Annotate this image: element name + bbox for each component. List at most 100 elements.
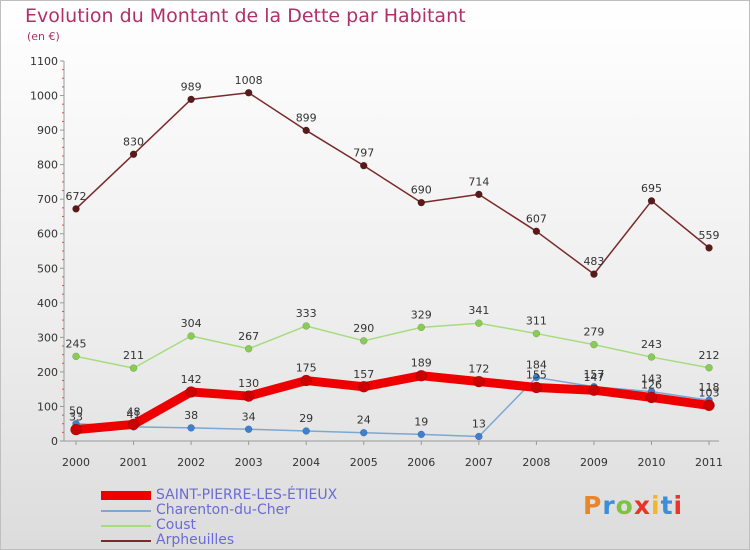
x-tick-label: 2001 <box>120 456 148 469</box>
data-label: 607 <box>526 212 547 225</box>
y-tick-label: 500 <box>37 262 58 275</box>
x-tick-label: 2008 <box>522 456 550 469</box>
data-point <box>532 373 541 382</box>
data-label: 155 <box>526 368 547 381</box>
legend-label-coust: Coust <box>156 517 196 533</box>
data-label: 211 <box>123 349 144 362</box>
data-point <box>185 386 197 398</box>
data-point <box>417 323 426 332</box>
data-label: 50 <box>69 405 83 418</box>
legend-swatch-arpheuilles <box>101 540 151 542</box>
data-label: 175 <box>296 362 317 375</box>
legend-swatch-saint-pierre <box>101 491 151 500</box>
data-point <box>72 352 80 361</box>
data-point <box>360 161 368 170</box>
axes: 0 100 200 300 400 500 600 700 800 900 1000 1100 2000… <box>30 55 723 469</box>
data-label: 34 <box>242 410 256 423</box>
legend-item-charenton: Charenton-du-Cher <box>101 503 421 518</box>
series-layer <box>70 89 715 441</box>
data-point <box>360 337 368 345</box>
data-point <box>417 430 426 439</box>
data-point <box>187 332 195 340</box>
data-point <box>187 424 195 432</box>
logo-letter: i <box>673 491 684 520</box>
y-tick-label: 800 <box>37 159 58 172</box>
data-label: 142 <box>181 373 202 386</box>
data-label: 695 <box>641 182 662 195</box>
data-label: 126 <box>641 378 662 391</box>
chart-title: Evolution du Montant de la Dette par Hab… <box>25 5 466 27</box>
series-line-3 <box>75 92 710 275</box>
chart-subtitle: (en €) <box>27 30 60 43</box>
data-label: 103 <box>699 386 720 399</box>
x-tick-label: 2011 <box>695 456 723 469</box>
data-label: 341 <box>468 304 489 317</box>
y-tick-label: 900 <box>37 124 58 137</box>
data-point <box>475 432 483 441</box>
logo-letter: r <box>602 491 616 520</box>
data-label: 41 <box>127 408 141 421</box>
x-tick-label: 2009 <box>580 456 608 469</box>
data-point <box>358 381 370 393</box>
data-point <box>475 319 483 327</box>
data-label: 38 <box>184 409 198 422</box>
data-point <box>244 345 253 353</box>
data-label: 147 <box>583 371 604 384</box>
data-point <box>532 329 541 338</box>
data-point <box>244 89 253 97</box>
data-label: 311 <box>526 315 547 328</box>
x-tick-label: 2010 <box>638 456 666 469</box>
x-tick-label: 2007 <box>465 456 493 469</box>
x-tick-label: 2002 <box>177 456 205 469</box>
data-point <box>244 425 253 434</box>
data-label: 797 <box>353 147 374 160</box>
y-tick-label: 100 <box>37 400 58 413</box>
series-line-2 <box>75 322 710 369</box>
legend-item-arpheuilles: Arpheuilles <box>101 533 421 548</box>
data-point <box>475 190 483 199</box>
data-point <box>242 390 255 402</box>
data-point <box>647 197 656 205</box>
data-label: 483 <box>583 255 604 268</box>
data-point <box>705 244 713 252</box>
data-label: 267 <box>238 330 259 343</box>
x-tick-label: 2004 <box>292 456 320 469</box>
data-labels-layer: 6728309891008899797690714607483695559245… <box>66 74 720 431</box>
data-point <box>473 375 485 388</box>
data-point <box>129 150 138 159</box>
logo-letter: P <box>583 491 603 520</box>
x-tick-label: 2003 <box>235 456 263 469</box>
data-label: 690 <box>411 184 432 197</box>
data-point <box>129 364 138 372</box>
data-label: 118 <box>699 381 720 394</box>
data-point <box>302 427 310 435</box>
y-tick-label: 700 <box>37 193 58 206</box>
data-label: 184 <box>526 358 547 371</box>
data-point <box>360 428 368 437</box>
legend-label-saint-pierre: SAINT-PIERRE-LES-ÉTIEUX <box>156 487 338 503</box>
y-tick-label: 300 <box>37 331 58 344</box>
data-point <box>703 399 715 412</box>
data-point <box>300 374 312 387</box>
data-label: 304 <box>181 317 202 330</box>
y-tick-label: 1000 <box>30 90 58 103</box>
x-tick-label: 2000 <box>62 456 90 469</box>
y-tick-label: 600 <box>37 228 58 241</box>
data-label: 989 <box>181 80 202 93</box>
data-label: 13 <box>472 418 486 431</box>
data-label: 157 <box>583 368 604 381</box>
data-label: 329 <box>411 308 432 321</box>
data-label: 279 <box>583 326 604 339</box>
data-point <box>187 95 195 104</box>
data-point <box>72 205 80 213</box>
y-tick-label: 200 <box>37 366 58 379</box>
data-label: 714 <box>468 175 489 188</box>
data-label: 143 <box>641 373 662 386</box>
data-label: 33 <box>69 411 83 424</box>
data-label: 672 <box>66 190 87 203</box>
data-label: 19 <box>414 415 428 428</box>
legend-swatch-coust <box>101 525 151 527</box>
legend-swatch-charenton <box>101 510 151 512</box>
data-label: 830 <box>123 135 144 148</box>
data-point <box>302 322 310 330</box>
